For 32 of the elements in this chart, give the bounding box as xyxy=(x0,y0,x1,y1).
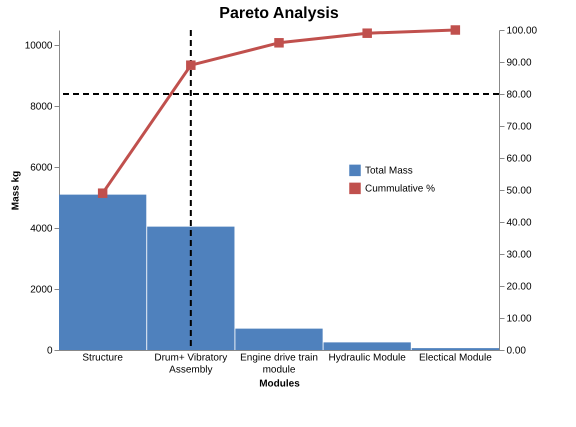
point xyxy=(450,25,460,35)
y-tick-label: 0 xyxy=(46,346,53,356)
y2-tick-label: 20.00 xyxy=(506,282,532,292)
y2-tick-label: 60.00 xyxy=(506,154,532,164)
x-tick-label: Engine drive train module xyxy=(240,352,318,376)
x-axis-title: Modules xyxy=(259,378,300,390)
y-tick-label: 2000 xyxy=(30,284,53,296)
y-tick-label: 6000 xyxy=(30,162,53,174)
x-tick-label: Hydraulic Module xyxy=(328,352,406,364)
y2-tick-label: 0.00 xyxy=(506,346,526,356)
legend-label: Total Mass xyxy=(365,165,413,176)
y-axis-title: Mass kg xyxy=(10,170,22,210)
y2-tick-label: 50.00 xyxy=(506,186,532,196)
point xyxy=(362,28,372,38)
y2-tick-label: 40.00 xyxy=(506,218,532,228)
x-tick-label: Electical Module xyxy=(418,352,492,364)
y2-tick-label: 100.00 xyxy=(506,26,538,36)
y-tick-label: 10000 xyxy=(24,40,53,52)
point xyxy=(98,188,108,198)
y2-tick-label: 30.00 xyxy=(506,250,532,260)
y2-tick-label: 80.00 xyxy=(506,90,532,100)
y2-tick-label: 70.00 xyxy=(506,122,532,132)
point xyxy=(274,38,284,48)
point xyxy=(186,60,196,70)
y2-tick-label: 90.00 xyxy=(506,58,532,68)
x-tick-label: Drum+ Vibratory Assembly xyxy=(154,352,228,376)
y-tick-label: 4000 xyxy=(30,224,53,235)
legend-label: Cummulative % xyxy=(365,183,436,194)
x-tick-label: Structure xyxy=(82,352,124,364)
chart-title: Pareto Analysis xyxy=(219,5,339,22)
y2-tick-label: 10.00 xyxy=(506,314,532,324)
y-tick-label: 8000 xyxy=(30,102,53,113)
